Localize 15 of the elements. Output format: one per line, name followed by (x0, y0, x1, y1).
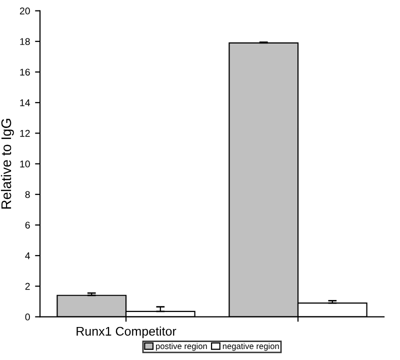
y-tick-label: 8 (25, 191, 30, 198)
y-tick-label: 12 (20, 130, 30, 137)
y-tick-label: 10 (20, 160, 30, 168)
y-tick-label: 14 (20, 99, 30, 106)
y-tick-label: 0 (25, 314, 30, 320)
legend-label: postive region (156, 342, 207, 351)
y-axis-title: Relative to IgG (0, 118, 14, 209)
y-tick-label: 16 (20, 68, 30, 76)
y-tick-label: 18 (20, 38, 30, 46)
y-tick-label: 6 (25, 222, 30, 229)
y-tick-label: 2 (25, 282, 30, 290)
y-tick-label: 20 (20, 8, 30, 14)
y-tick-label: 4 (25, 252, 30, 260)
legend-label: negative region (222, 342, 279, 351)
x-tick-label: Runx1 Competitor (76, 326, 176, 338)
